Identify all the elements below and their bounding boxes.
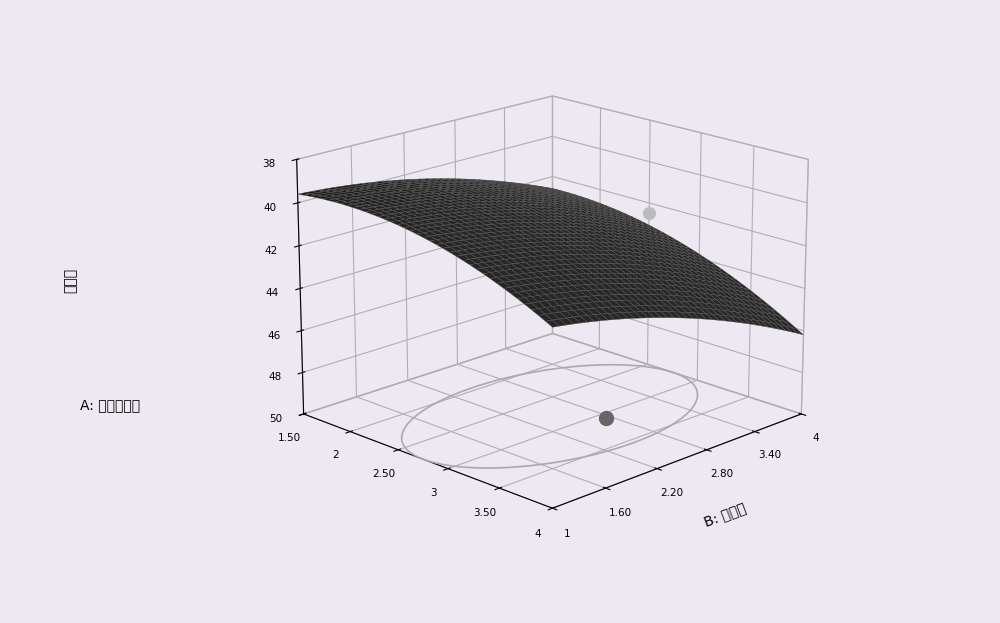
Text: 出粉率: 出粉率 (63, 268, 77, 293)
X-axis label: B: 卵磷脂: B: 卵磷脂 (702, 501, 748, 530)
Text: A: 可溶性淠粉: A: 可溶性淠粉 (80, 398, 140, 412)
